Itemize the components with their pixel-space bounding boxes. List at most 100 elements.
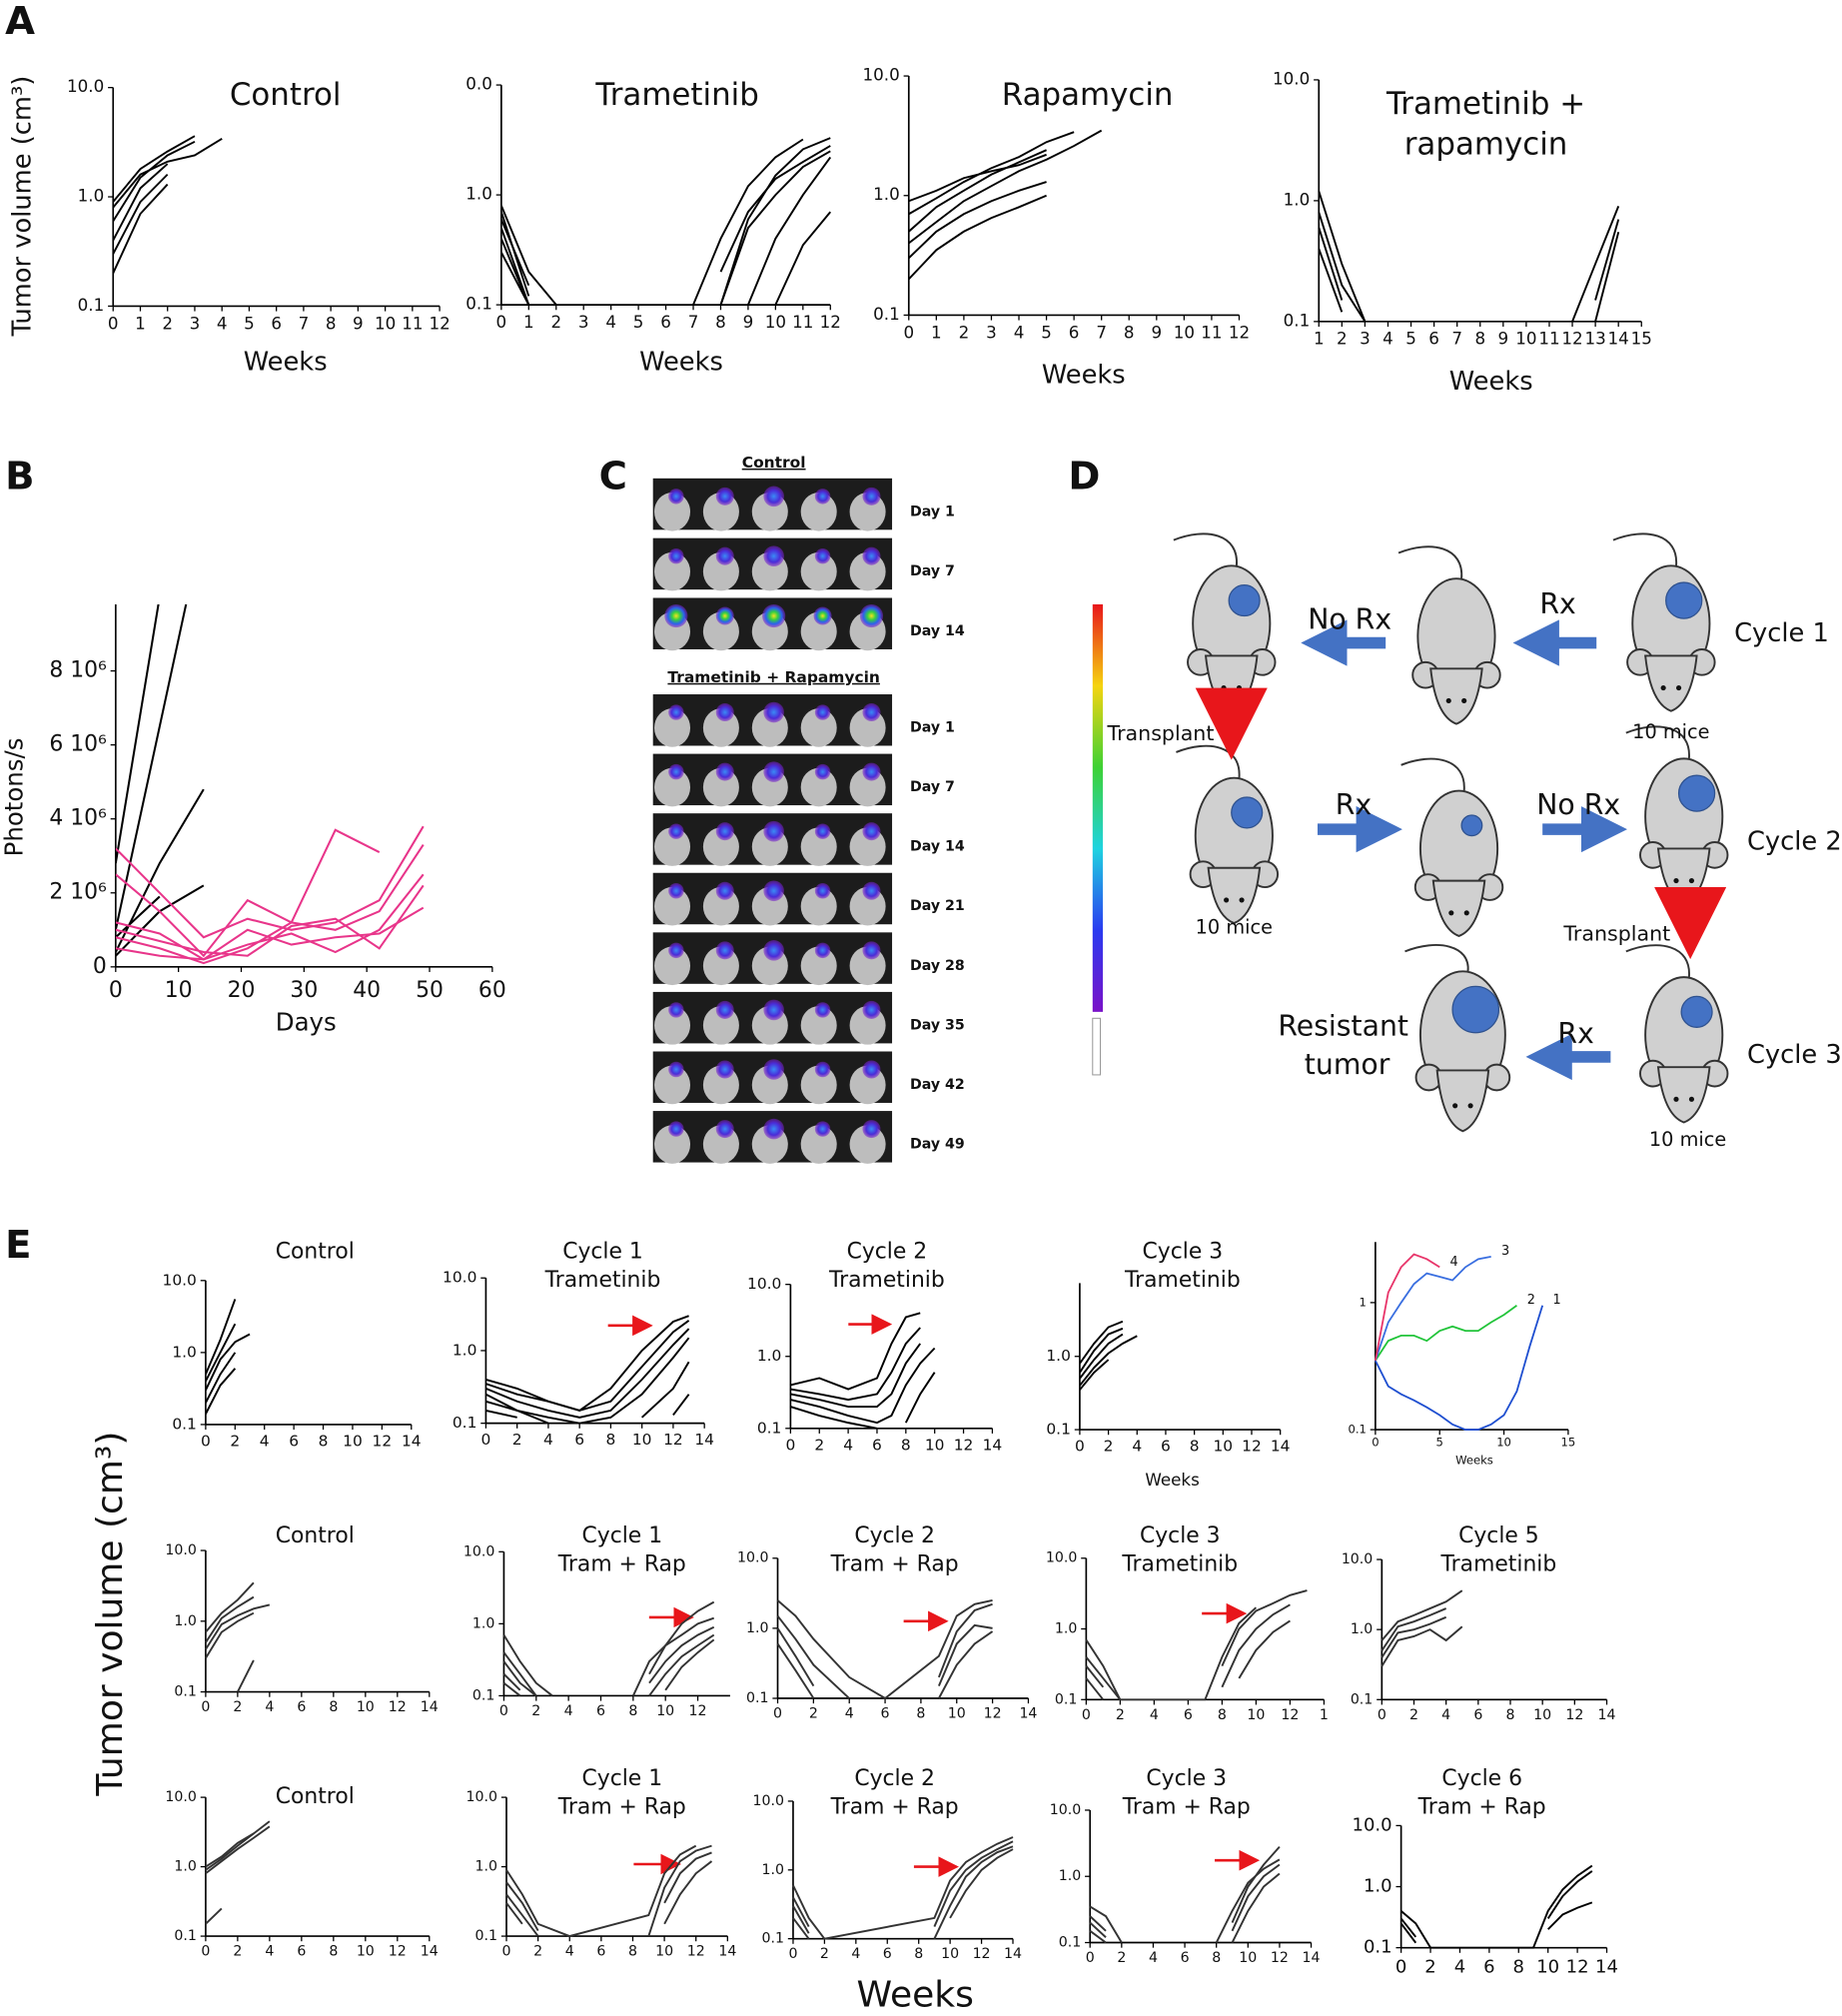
- chart-title: Trametinib: [544, 1268, 661, 1293]
- x-tick-label: 10: [656, 1703, 674, 1719]
- x-tick-label: 0: [108, 313, 119, 333]
- series-line: [1399, 1864, 1593, 1949]
- signal: [814, 1061, 831, 1078]
- series-line: [499, 156, 832, 306]
- series-line: [1318, 227, 1620, 323]
- x-tick-label: 10: [948, 1706, 966, 1722]
- eye: [1448, 910, 1454, 916]
- signal: [763, 701, 784, 723]
- chart-title: Control: [276, 1784, 355, 1809]
- y-tick-label: 10.0: [1353, 1814, 1392, 1835]
- y-tick-label: 10.0: [67, 76, 104, 96]
- x-tick-label: 0: [1395, 1956, 1406, 1977]
- mouse-image: [800, 827, 837, 866]
- x-tick-label: 2: [512, 1431, 522, 1449]
- chart: 10.01.00.11 2 3 4 5 6 7 8 9 10 11 12 13 14 15Trametini…: [1273, 68, 1652, 396]
- x-tick-label: 2: [1117, 1950, 1126, 1966]
- y-tick-label: 1.0: [474, 1859, 497, 1875]
- x-tick-label: 8: [326, 313, 337, 333]
- signal: [814, 489, 831, 504]
- series-group: [205, 1820, 271, 1925]
- day-label: Day 21: [910, 898, 965, 914]
- head: [1644, 654, 1698, 712]
- mouse-image: [653, 1065, 691, 1105]
- diagram-label: Transplant: [1562, 922, 1670, 946]
- x-tick-label: 4: [1014, 322, 1025, 342]
- color-bar-scale: [1092, 1017, 1102, 1076]
- x-tick-label: 7: [1096, 322, 1107, 342]
- day-label: Day 14: [910, 839, 965, 855]
- series-label: 1: [1552, 1293, 1560, 1308]
- x-tick-label: 0: [502, 1944, 511, 1960]
- eye: [1673, 878, 1679, 884]
- day-label: Day 42: [910, 1077, 965, 1093]
- signal: [813, 606, 832, 625]
- x-axis-label: Weeks: [856, 1975, 973, 2016]
- x-tick-label: 4: [605, 312, 616, 332]
- x-tick-label: 8: [1212, 1950, 1221, 1966]
- chart-title: Control: [276, 1523, 355, 1548]
- x-axis-label: Days: [276, 1007, 337, 1036]
- x-tick-label: 6: [1483, 1956, 1494, 1977]
- signal: [814, 942, 831, 959]
- eye: [1463, 910, 1469, 916]
- x-tick-label: 2: [1409, 1707, 1418, 1723]
- series-line: [1089, 1858, 1281, 1943]
- signal: [664, 603, 688, 628]
- signal: [715, 1060, 734, 1079]
- y-tick-label: 10.0: [1273, 68, 1310, 88]
- series-line: [792, 1836, 1014, 1940]
- series-line: [908, 194, 1047, 281]
- tumor: [1677, 774, 1716, 812]
- x-tick-label: 1: [523, 312, 534, 332]
- signal: [668, 704, 684, 720]
- series-line: [1079, 1320, 1124, 1365]
- x-tick-label: 2: [533, 1944, 542, 1960]
- chart-title: Tram + Rap: [557, 1795, 686, 1820]
- x-tick-label: 11: [792, 312, 813, 332]
- chart: 10.01.00.10 1 2 3 4 5 6 7 8 9 10 11 12ControlWeeksTu…: [8, 76, 451, 378]
- x-tick-label: 0: [1075, 1438, 1085, 1456]
- signal: [668, 883, 684, 899]
- signal: [715, 487, 734, 505]
- series-line: [1079, 1359, 1110, 1391]
- chart-title: Trametinib: [1124, 1268, 1241, 1293]
- x-tick-label: 7: [1451, 329, 1462, 349]
- x-tick-label: 5: [633, 312, 644, 332]
- mouse: [1173, 532, 1277, 712]
- mouse-image: [653, 551, 691, 591]
- tail: [1400, 757, 1465, 791]
- diagram-label: Rx: [1539, 587, 1575, 620]
- signal: [715, 1000, 734, 1019]
- series-line: [1318, 191, 1620, 323]
- x-tick-label: 8: [628, 1944, 637, 1960]
- x-tick-label: 6: [881, 1706, 890, 1722]
- signal: [763, 1059, 784, 1080]
- signal: [668, 547, 684, 564]
- eye: [1673, 1096, 1679, 1102]
- series-line: [502, 1625, 715, 1697]
- series-line: [1085, 1589, 1308, 1700]
- x-tick-label: 4: [843, 1436, 853, 1454]
- x-tick-label: 6: [596, 1703, 605, 1719]
- chart-title: Cycle 3: [1140, 1523, 1221, 1548]
- x-tick-label: 6: [1184, 1707, 1193, 1723]
- signal: [814, 1002, 831, 1018]
- signal: [763, 1118, 784, 1140]
- series-line: [502, 1633, 715, 1697]
- x-tick-label: 10: [165, 978, 193, 1003]
- y-tick-label: 0.0: [465, 74, 492, 94]
- x-tick-label: 4: [1149, 1950, 1158, 1966]
- chart-title: Trametinib: [594, 77, 758, 113]
- tail: [1625, 944, 1690, 978]
- series-group: [908, 129, 1103, 281]
- series-line: [115, 825, 425, 939]
- x-tick-label: 15: [1631, 329, 1652, 349]
- image-strip: [652, 932, 893, 986]
- diagram-label: Cycle 1: [1734, 618, 1829, 648]
- y-axis-label: Tumor volume (cm³): [90, 1432, 131, 1797]
- y-tick-label: 0.1: [174, 1684, 197, 1700]
- series-group: [484, 1315, 690, 1425]
